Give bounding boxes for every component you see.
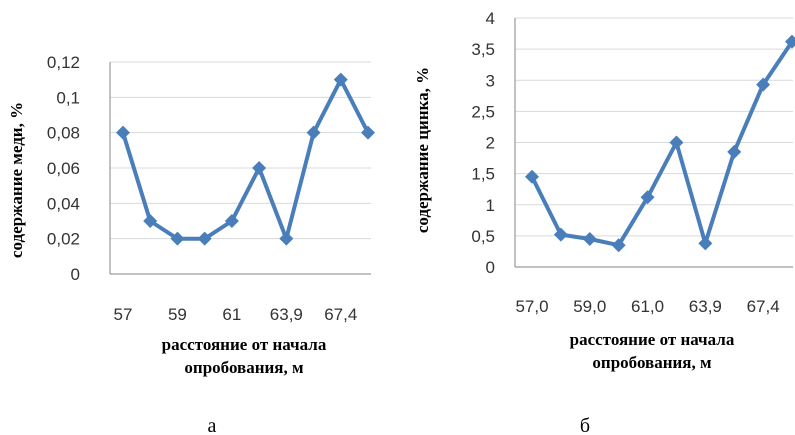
copper-y-tick-label: 0,08 [47,124,80,143]
copper-data-point [279,231,294,246]
zinc-y-tick-label: 3 [486,71,495,90]
zinc-x-tick-label: 57,0 [515,297,548,316]
copper-y-tick-label: 0,06 [47,159,80,178]
copper-series-line [121,77,370,241]
copper-x-tick-label: 57 [114,305,133,324]
zinc-x-tick-label: 61,0 [631,297,664,316]
zinc-data-point [785,34,795,49]
zinc-x-axis-title-line1: расстояние от начала [570,330,735,349]
chart-copper: 00,020,040,060,080,10,12 57 59 61 63,9 67,4 … [7,53,375,435]
copper-y-tick-label: 0,1 [56,88,80,107]
copper-y-tick-label: 0,04 [47,194,80,213]
copper-y-axis-title: содержание меди, % [7,102,26,258]
copper-data-point [170,231,185,246]
copper-series [116,72,375,246]
zinc-x-tick-label: 59,0 [573,297,606,316]
copper-data-point [197,231,212,246]
zinc-data-point [525,169,539,184]
copper-x-tick-label: 61 [222,305,241,324]
zinc-x-axis-title-line2: опробования, м [592,353,712,372]
copper-x-axis-title-line2: опробования, м [184,358,304,377]
zinc-series [525,34,795,253]
zinc-data-point [611,238,626,253]
copper-x-axis-title-line1: расстояние от начала [162,335,327,354]
copper-y-tick-labels: 0 0,02 0,04 0,06 0,08 0,1 0,12 [47,53,80,284]
zinc-data-point [640,190,655,205]
zinc-data-point [756,77,771,92]
zinc-y-tick-labels: 0 0,5 1 1,5 2 2,5 3 3,5 4 [471,9,495,277]
zinc-y-tick-label: 1,5 [471,165,495,184]
zinc-data-point [727,144,742,159]
copper-data-point [333,72,348,87]
copper-data-point [361,125,375,140]
zinc-x-tick-labels: 57,0 59,0 61,0 63,9 67,4 [515,297,779,316]
chart-zinc: 0 0,5 1 1,5 2 2,5 3 3,5 4 57,0 59,0 61,0 63,9 67,4 с… [413,9,795,435]
zinc-x-tick-label: 63,9 [689,297,722,316]
copper-data-point [143,214,158,228]
zinc-data-point [553,227,568,242]
panel-label-b: б [580,415,590,435]
zinc-y-tick-label: 2,5 [471,102,495,121]
zinc-x-tick-label: 67,4 [747,297,780,316]
zinc-y-tick-label: 0 [486,258,495,277]
copper-y-tick-label: 0,12 [47,53,80,72]
zinc-y-axis-title: содержание цинка, % [413,67,432,233]
panel-label-a: а [208,415,217,435]
zinc-data-point [582,231,597,246]
copper-x-tick-labels: 57 59 61 63,9 67,4 [114,305,358,324]
zinc-y-tick-label: 3,5 [471,40,495,59]
zinc-y-tick-label: 4 [486,9,495,28]
zinc-series-line [530,39,794,248]
copper-data-point [252,161,267,175]
zinc-data-point [698,236,713,251]
copper-data-point [306,125,321,140]
zinc-y-tick-label: 0,5 [471,227,495,246]
copper-y-tick-label: 0,02 [47,230,80,249]
zinc-data-point [669,135,684,150]
copper-x-tick-label: 63,9 [270,305,303,324]
zinc-gridlines [514,17,793,268]
copper-x-tick-label: 59 [168,305,187,324]
copper-data-point [116,125,130,140]
copper-y-tick-label: 0 [71,265,80,284]
copper-data-point [224,214,239,228]
zinc-y-tick-label: 2 [486,134,495,153]
zinc-y-tick-label: 1 [486,196,495,215]
copper-x-tick-label: 67,4 [324,305,357,324]
